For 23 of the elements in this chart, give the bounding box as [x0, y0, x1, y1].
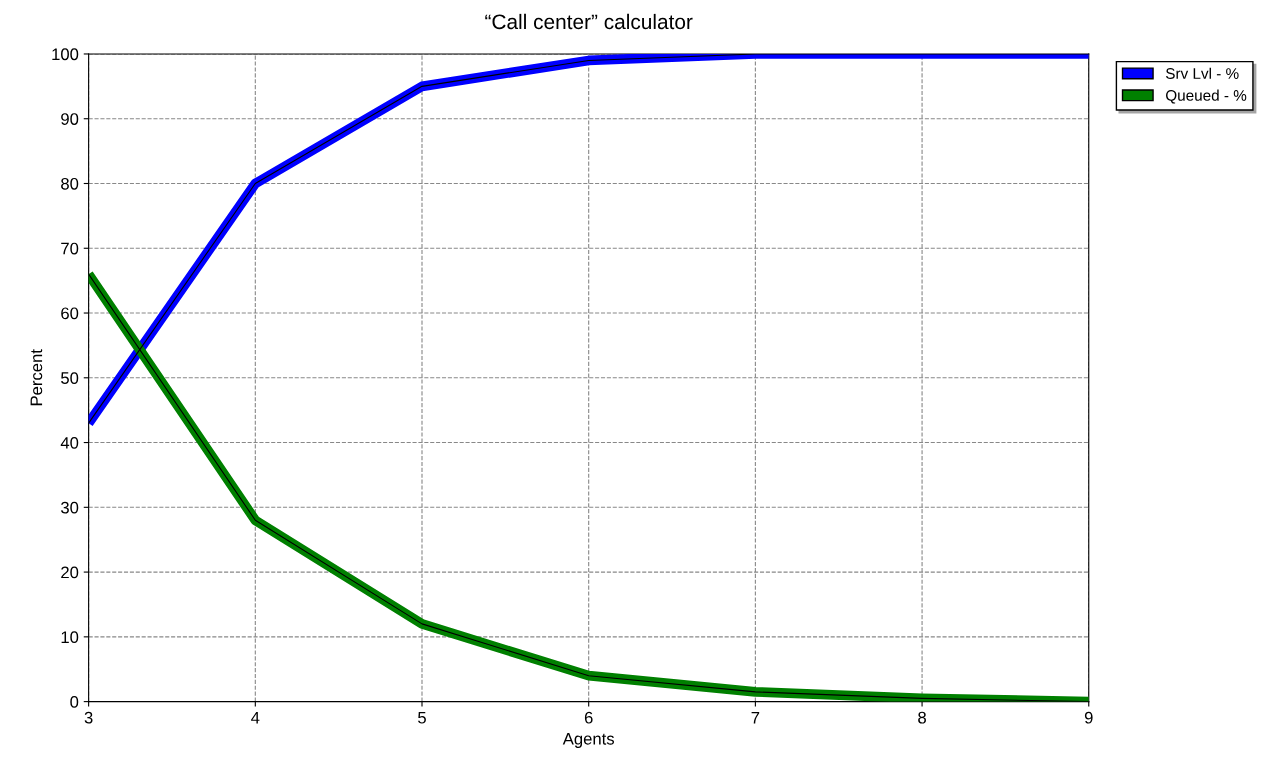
x-tick-label: 7 [751, 711, 760, 724]
legend-label: Queued - % [1166, 89, 1247, 104]
x-tick-label: 4 [251, 711, 260, 724]
y-axis-title: Percent [30, 349, 43, 406]
y-tick-label: 10 [61, 631, 79, 644]
x-tick-label: 9 [1084, 711, 1093, 724]
x-tick-label: 3 [84, 711, 93, 724]
x-tick-label: 5 [418, 711, 426, 724]
y-tick-label: 50 [61, 372, 79, 384]
y-tick-label: 100 [52, 48, 79, 61]
y-tick-label: 90 [61, 113, 79, 125]
x-tick-label: 8 [918, 711, 926, 724]
y-tick-label: 40 [60, 436, 79, 449]
x-axis-title: Agents [562, 733, 615, 748]
y-tick-label: 70 [61, 242, 79, 255]
y-tick-label: 0 [70, 696, 79, 708]
legend-label: Srv Lvl - % [1165, 67, 1239, 79]
y-tick-label: 80 [61, 177, 79, 190]
x-tick-label: 6 [584, 711, 593, 724]
y-tick-label: 20 [61, 566, 79, 579]
chart-title: “Call center” calculator [485, 13, 693, 30]
y-tick-label: 60 [61, 307, 79, 320]
y-tick-label: 30 [61, 501, 79, 514]
